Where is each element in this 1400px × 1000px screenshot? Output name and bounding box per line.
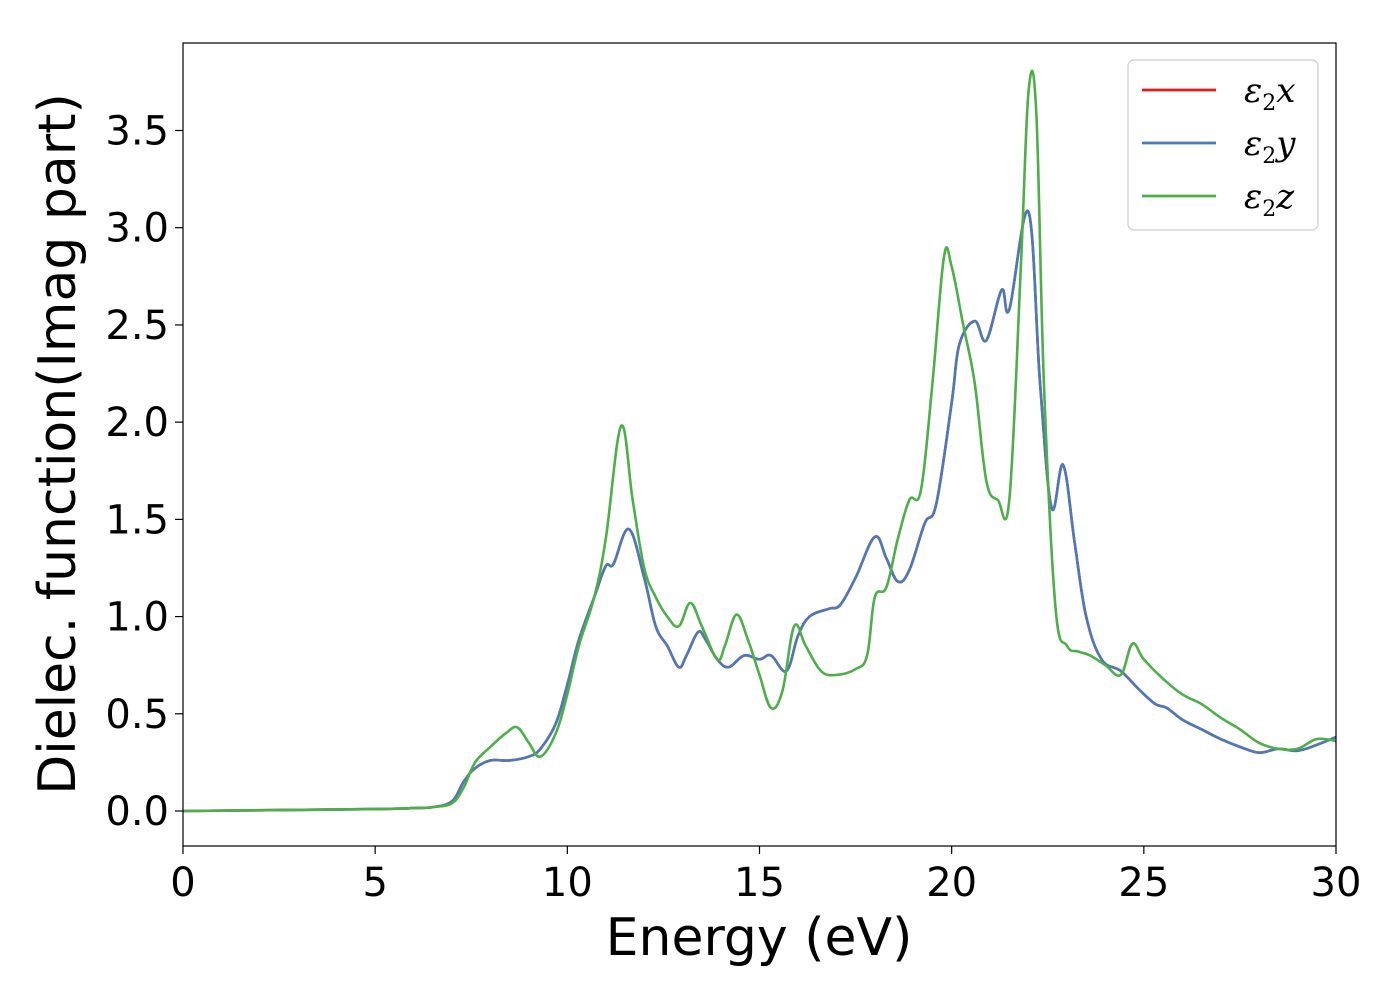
- legend-box: [1127, 59, 1319, 231]
- legend-label-y: ε2y: [1244, 124, 1296, 169]
- series-lines: [183, 69, 1336, 813]
- y-axis-label: Dielec. function(Imag part): [28, 93, 88, 795]
- x-tick-label: 25: [1118, 860, 1169, 906]
- y-tick-label: 3.5: [105, 108, 169, 154]
- y-tick-label: 3.0: [105, 206, 169, 252]
- plot-frame: [182, 42, 1337, 847]
- y-tick-label: 2.0: [105, 400, 169, 446]
- y-tick-label: 2.5: [105, 303, 169, 349]
- legend-label-x: ε2x: [1244, 71, 1295, 116]
- y-axis-ticks: 0.0 0.5 1.0 1.5 2.0 2.5 3.0 3.5: [105, 108, 183, 835]
- x-axis-label: Energy (eV): [606, 908, 913, 968]
- x-tick-label: 5: [362, 860, 387, 906]
- series-line-z: [183, 69, 1336, 813]
- y-tick-label: 1.0: [105, 595, 169, 641]
- y-tick-label: 1.5: [105, 497, 169, 543]
- y-tick-label: 0.5: [105, 692, 169, 738]
- x-tick-label: 30: [1311, 860, 1362, 906]
- legend-label-z: ε2z: [1244, 177, 1295, 222]
- series-line-y: [183, 209, 1336, 813]
- x-tick-label: 0: [170, 860, 195, 906]
- x-tick-label: 10: [542, 860, 593, 906]
- x-tick-label: 20: [926, 860, 977, 906]
- x-tick-label: 15: [734, 860, 785, 906]
- y-tick-label: 0.0: [105, 789, 169, 835]
- x-axis-ticks: 0 5 10 15 20 25 30: [170, 846, 1361, 906]
- legend: ε2x ε2y ε2z: [1127, 59, 1319, 231]
